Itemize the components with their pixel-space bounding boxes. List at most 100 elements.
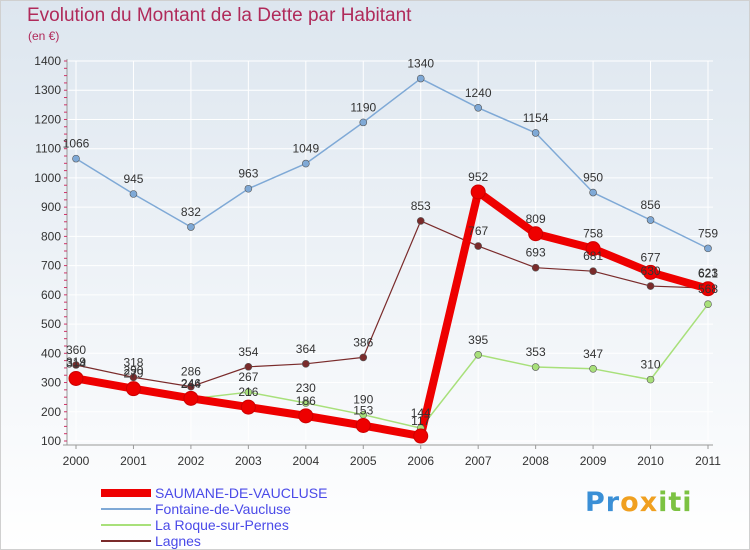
series-point: [589, 188, 597, 197]
series-point: [72, 361, 80, 369]
logo-letter: o: [620, 487, 640, 518]
data-label: 767: [468, 224, 488, 238]
data-label: 364: [296, 342, 316, 356]
logo-letter: x: [639, 487, 659, 518]
data-label: 963: [238, 167, 258, 181]
series-point: [129, 190, 138, 198]
series-point: [643, 264, 659, 280]
data-label: 853: [411, 199, 431, 213]
series-point: [298, 408, 314, 424]
series-point: [302, 399, 310, 407]
series-point: [470, 184, 486, 200]
chart-subtitle: (en €): [28, 29, 60, 43]
series-point: [700, 281, 716, 297]
legend-label: La Roque-sur-Pernes: [155, 517, 289, 533]
logo-letter: r: [605, 487, 621, 518]
series-point: [531, 263, 540, 272]
series-line: [75, 187, 710, 441]
y-tick-label: 900: [41, 200, 61, 214]
series-point: [413, 428, 429, 444]
data-label: 246: [181, 376, 201, 390]
data-label: 950: [583, 171, 603, 185]
y-tick-label: 600: [41, 288, 61, 302]
y-tick-label: 400: [41, 346, 61, 360]
data-label: 286: [181, 365, 201, 379]
line-chart: 100 200 300 400 500 600 700 800 900 1000 1100 1200 1…: [34, 54, 721, 468]
data-label: 230: [296, 381, 316, 395]
legend-swatch: [101, 540, 151, 542]
x-tick-label: 2001: [120, 454, 147, 468]
data-label: 809: [526, 212, 546, 226]
data-label: 1240: [465, 86, 492, 100]
series-point: [244, 388, 253, 396]
y-tick-label: 1000: [34, 171, 61, 185]
series-point: [240, 399, 256, 415]
series-point: [585, 241, 601, 257]
series-point: [359, 353, 368, 362]
legend-label: Fontaine-de-Vaucluse: [155, 501, 291, 517]
data-label: 395: [468, 333, 488, 347]
data-label: 318: [123, 355, 143, 369]
x-tick-label: 2011: [695, 454, 721, 468]
data-label: 945: [123, 172, 143, 186]
data-label: 117: [411, 414, 430, 428]
series-point: [589, 364, 597, 373]
y-tick-label: 1200: [34, 112, 61, 126]
series-point: [474, 242, 482, 250]
series-point: [704, 300, 712, 309]
data-label: 153: [353, 404, 373, 418]
x-tick-label: 2004: [292, 454, 319, 468]
data-label: 319: [66, 355, 86, 369]
series-point: [302, 159, 310, 168]
data-label: 1190: [350, 100, 376, 114]
y-tick-label: 1400: [34, 54, 61, 68]
series-point: [302, 360, 310, 368]
data-label: 759: [698, 226, 718, 240]
x-tick-label: 2005: [350, 454, 377, 468]
series-point: [125, 381, 141, 397]
y-tick-label: 1100: [35, 142, 61, 156]
series-point: [416, 217, 425, 225]
y-tick-label: 800: [41, 229, 61, 243]
y-tick-label: 500: [41, 317, 61, 331]
data-label: 681: [583, 249, 603, 263]
series-point: [474, 350, 482, 359]
x-tick-label: 2008: [522, 454, 549, 468]
data-label: 623: [698, 266, 718, 280]
logo-letter: t: [668, 487, 683, 518]
series-point: [704, 244, 712, 253]
data-label: 347: [583, 347, 603, 361]
series-point: [416, 74, 425, 83]
series-point: [531, 129, 540, 137]
series-point: [646, 216, 655, 224]
legend-label: SAUMANE-DE-VAUCLUSE: [155, 485, 328, 501]
series-point: [528, 226, 544, 242]
data-label: 952: [468, 170, 488, 184]
data-label: 354: [238, 345, 258, 359]
series-point: [359, 118, 368, 127]
y-tick-label: 100: [41, 434, 61, 448]
data-label: 190: [353, 393, 373, 407]
proxiti-logo: Proxiti: [585, 487, 693, 518]
data-label: 353: [526, 345, 546, 359]
x-tick-label: 2003: [235, 454, 262, 468]
data-label: 693: [526, 246, 546, 260]
series-point: [531, 363, 540, 371]
data-label: 360: [66, 343, 86, 357]
data-label: 758: [583, 227, 603, 241]
data-label: 144: [411, 406, 431, 420]
logo-letter: i: [682, 487, 693, 518]
x-tick-label: 2010: [637, 454, 664, 468]
data-label: 290: [123, 363, 143, 377]
y-tick-label: 300: [41, 376, 61, 390]
x-tick-label: 2002: [178, 454, 205, 468]
legend-swatch: [101, 524, 151, 526]
y-tick-label: 700: [41, 259, 61, 273]
chart-title: Evolution du Montant de la Dette par Hab…: [27, 5, 412, 26]
data-label: 677: [641, 250, 661, 264]
data-label: 1049: [292, 142, 319, 156]
data-label: 1154: [523, 111, 549, 125]
data-label: 279: [123, 367, 143, 381]
y-tick-label: 200: [41, 405, 61, 419]
logo-letter: P: [585, 487, 606, 518]
